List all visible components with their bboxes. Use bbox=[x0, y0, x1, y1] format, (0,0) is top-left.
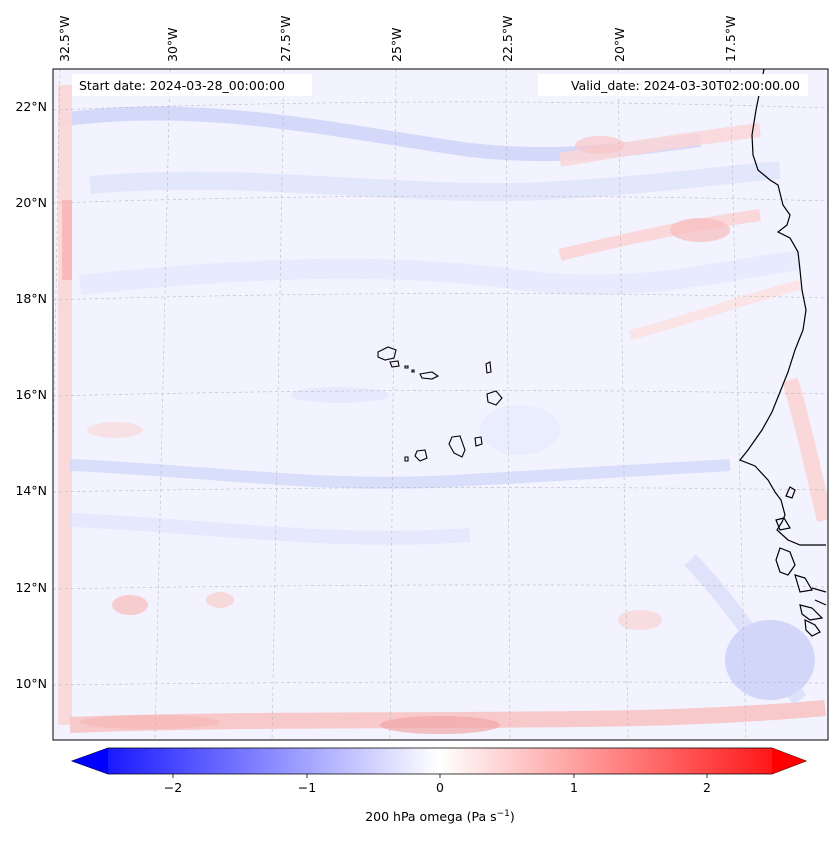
colorbar-tick: −2 bbox=[164, 780, 182, 795]
longitude-labels: 32.5°W 30°W 27.5°W 25°W 22.5°W 20°W 17.5… bbox=[57, 16, 738, 62]
colorbar-tick: −1 bbox=[298, 780, 316, 795]
lon-label: 17.5°W bbox=[723, 16, 738, 62]
lon-label: 27.5°W bbox=[278, 16, 293, 62]
colorbar-min-extend bbox=[72, 748, 108, 774]
colorbar-bar bbox=[70, 747, 808, 775]
lon-label: 22.5°W bbox=[500, 16, 515, 62]
colorbar-tick: 2 bbox=[703, 780, 711, 795]
lon-label: 30°W bbox=[165, 27, 180, 62]
africa-coastline bbox=[739, 69, 827, 637]
lon-label: 32.5°W bbox=[57, 16, 72, 62]
colorbar-label: 200 hPa omega (Pa s−1) bbox=[365, 809, 515, 824]
lat-label: 10°N bbox=[15, 676, 47, 691]
lat-label: 22°N bbox=[15, 99, 47, 114]
lat-label: 16°N bbox=[15, 387, 47, 402]
omega-field bbox=[53, 69, 828, 740]
start-date-text: Start date: 2024-03-28_00:00:00 bbox=[79, 78, 285, 93]
lon-label: 25°W bbox=[389, 27, 404, 62]
lat-label: 14°N bbox=[15, 483, 47, 498]
colorbar: −2 −1 0 1 2 200 hPa omega (Pa s−1) bbox=[70, 747, 808, 824]
map-panel: Start date: 2024-03-28_00:00:00 Valid_da… bbox=[52, 68, 829, 741]
lat-label: 18°N bbox=[15, 291, 47, 306]
latitude-gridlines bbox=[53, 101, 828, 686]
map-frame bbox=[52, 68, 829, 741]
start-date-box: Start date: 2024-03-28_00:00:00 bbox=[72, 74, 312, 96]
valid-date-text: Valid_date: 2024-03-30T02:00:00.00 bbox=[571, 78, 800, 93]
latitude-labels: 22°N 20°N 18°N 16°N 14°N 12°N 10°N bbox=[15, 99, 47, 691]
colorbar-tick: 0 bbox=[436, 780, 444, 795]
valid-date-box: Valid_date: 2024-03-30T02:00:00.00 bbox=[538, 74, 808, 96]
lat-label: 20°N bbox=[15, 195, 47, 210]
cape-verde-islands bbox=[377, 346, 503, 462]
colorbar-max-extend bbox=[772, 748, 806, 774]
lat-label: 12°N bbox=[15, 580, 47, 595]
longitude-gridlines bbox=[53, 69, 747, 740]
lon-label: 20°W bbox=[612, 27, 627, 62]
colorbar-tick: 1 bbox=[570, 780, 578, 795]
